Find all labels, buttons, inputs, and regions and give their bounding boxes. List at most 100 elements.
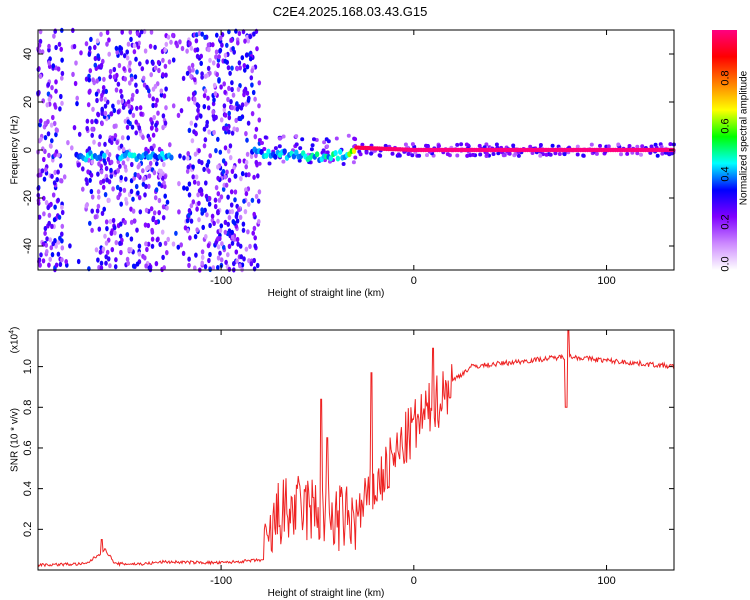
spectrogram-point	[238, 65, 242, 70]
spectrogram-point	[103, 142, 107, 147]
spectrogram-point	[212, 130, 216, 135]
spectrogram-point	[465, 154, 469, 158]
spectrogram-point	[144, 263, 148, 268]
spectrogram-point	[245, 160, 249, 165]
spectrogram-point	[347, 134, 351, 138]
spectrogram-point	[253, 97, 257, 102]
spectrogram-point	[121, 135, 125, 140]
spectrogram-point	[117, 82, 121, 87]
spectrogram-point	[42, 157, 46, 162]
spectrogram-point	[407, 152, 411, 156]
spectrogram-point	[46, 102, 50, 107]
spectrogram-point	[212, 116, 216, 121]
spectrogram-point	[225, 126, 229, 131]
spectrogram-point	[46, 119, 50, 124]
spectrogram-point	[113, 124, 117, 129]
spectrogram-point	[91, 77, 95, 82]
spectrogram-point	[230, 38, 234, 43]
spectrogram-point	[222, 81, 226, 86]
spectrogram-point	[217, 54, 221, 59]
spectrogram-point	[94, 119, 98, 124]
spectrogram-point	[230, 189, 234, 194]
spectrogram-point	[225, 43, 229, 48]
spectrogram-point	[113, 74, 117, 79]
spectrogram-point	[250, 261, 254, 266]
spectrogram-point	[141, 168, 145, 173]
spectrogram-point	[68, 243, 72, 248]
spectrogram-point	[143, 192, 147, 197]
spectrogram-point	[164, 73, 168, 78]
spectrogram-point	[199, 61, 203, 66]
spectrogram-point	[157, 210, 161, 215]
spectrogram-point	[96, 112, 100, 117]
spectrogram-point	[126, 55, 130, 60]
spectrogram-point	[105, 219, 109, 224]
spectrogram-point	[102, 207, 106, 212]
spectrogram-point	[90, 189, 94, 194]
spectrogram-point	[139, 111, 143, 116]
spectrogram-point	[75, 96, 79, 101]
spectrogram-point	[109, 168, 113, 173]
spectrogram-point	[162, 180, 166, 185]
spectrogram-point	[49, 237, 53, 242]
spectrogram-point	[50, 174, 54, 179]
spectrogram-point	[229, 155, 233, 160]
spectrogram-point	[159, 169, 163, 174]
spectrogram-point	[242, 199, 246, 204]
colorbar: 0.0 0.2 0.4 0.6 0.8 Normalized spectral ampl…	[712, 30, 750, 272]
spectrogram-point	[154, 123, 158, 128]
spectrogram-point	[145, 208, 149, 213]
spectrogram-point	[57, 66, 61, 71]
spectrogram-point	[353, 137, 357, 141]
spectrogram-point	[216, 209, 220, 214]
spectrogram-point	[208, 223, 212, 228]
spectrogram-point	[89, 37, 93, 42]
spectrogram-point	[135, 89, 139, 94]
spectrogram-point	[253, 226, 257, 231]
spectrogram-point	[52, 34, 56, 39]
spectrogram-point	[85, 177, 89, 182]
spectrogram-point	[207, 47, 211, 52]
spectrogram-point	[162, 113, 166, 118]
spectrogram-point	[257, 199, 261, 204]
spectrogram-point	[182, 76, 186, 81]
spectrogram-point	[150, 146, 154, 151]
spectrogram-point	[217, 255, 221, 260]
spectrogram-point	[398, 154, 402, 158]
spectrogram-point	[193, 77, 197, 82]
spectrogram-point	[204, 74, 208, 79]
spectrogram-point	[178, 153, 182, 158]
spectrogram-point	[245, 247, 249, 252]
spectrogram-point	[97, 189, 101, 194]
snr-x-tick-label: 0	[411, 575, 417, 587]
spectrogram-point	[141, 66, 145, 71]
spectrogram-trace-point	[336, 156, 340, 162]
spectrogram-point	[86, 119, 90, 124]
spectrogram-point	[260, 141, 264, 145]
spectrogram-point	[138, 61, 142, 66]
spectrogram-x-tick-label: 100	[597, 275, 615, 287]
spectrogram-point	[199, 114, 203, 119]
spectrogram-point	[97, 195, 101, 200]
spectrogram-point	[103, 97, 107, 102]
spectrogram-point	[217, 78, 221, 83]
spectrogram-point	[237, 87, 241, 92]
spectrogram-point	[224, 113, 228, 118]
spectrogram-point	[158, 173, 162, 178]
spectrogram-point	[446, 152, 450, 156]
spectrogram-point	[151, 237, 155, 242]
spectrogram-point	[90, 127, 94, 132]
spectrogram-point	[197, 148, 201, 153]
spectrogram-point	[196, 47, 200, 52]
spectrogram-x-tick-label: 0	[411, 275, 417, 287]
spectrogram-point	[245, 138, 249, 143]
spectrogram-point	[252, 212, 256, 217]
spectrogram-point	[192, 91, 196, 96]
spectrogram-point	[186, 71, 190, 76]
spectrogram-point	[172, 241, 176, 246]
colorbar-tick-label: 0.2	[719, 214, 731, 229]
spectrogram-point	[104, 192, 108, 197]
spectrogram-point	[502, 153, 506, 157]
spectrogram-point	[168, 59, 172, 64]
spectrogram-point	[244, 164, 248, 169]
